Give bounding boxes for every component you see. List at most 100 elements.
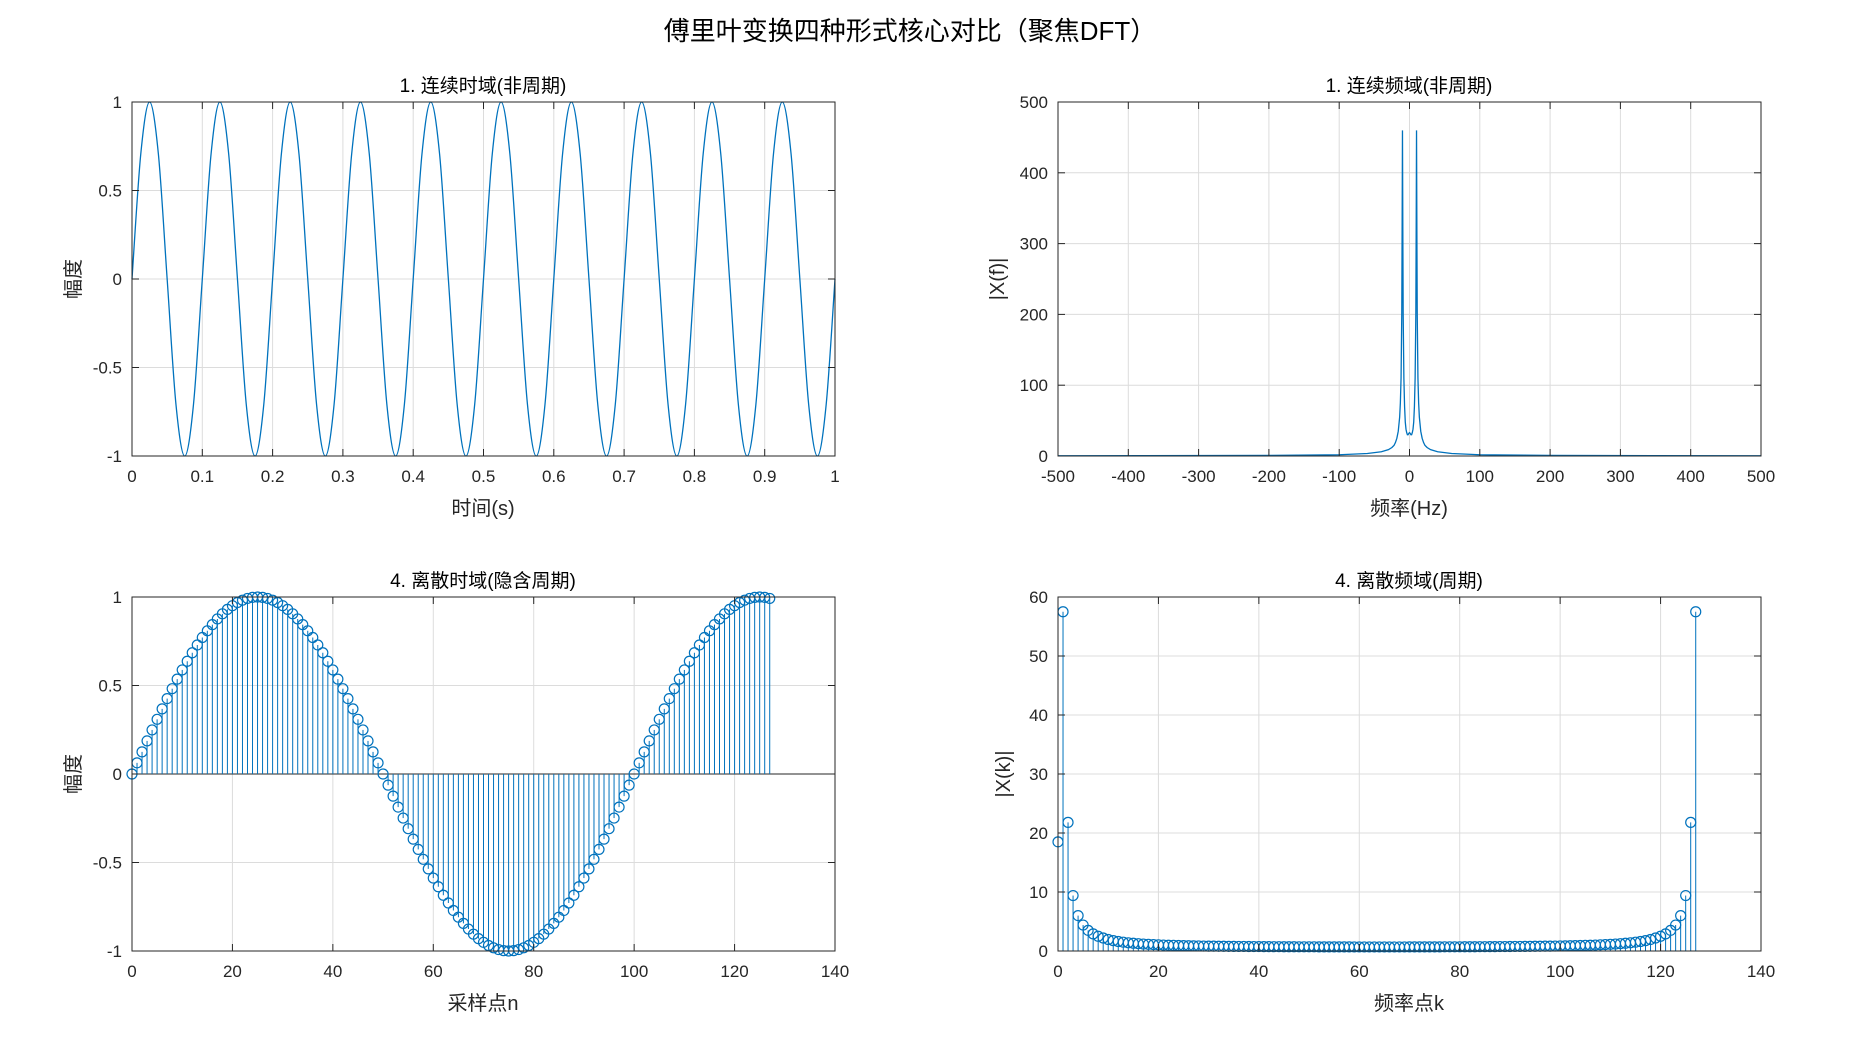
stem-marker (417, 853, 429, 865)
x-tick-label: 1 (830, 467, 839, 486)
stem-marker (151, 713, 163, 725)
series (131, 101, 836, 457)
stem-marker (357, 724, 369, 736)
stem-marker (608, 812, 620, 824)
stem-marker (628, 768, 640, 780)
y-axis-label: |X(k)| (993, 750, 1015, 797)
x-tick-label: 100 (1466, 467, 1494, 486)
stem-marker (437, 889, 449, 901)
y-tick-label: -0.5 (93, 854, 122, 873)
y-tick-label: 0 (113, 270, 122, 289)
stem-marker (141, 735, 153, 747)
x-tick-label: -500 (1041, 467, 1075, 486)
stem-marker (653, 713, 665, 725)
y-tick-label: 0 (1039, 447, 1048, 466)
stem-marker (412, 843, 424, 856)
axes-title: 4. 离散时域(隐含周期) (390, 570, 576, 592)
y-tick-label: 500 (1020, 93, 1048, 112)
x-tick-label: 140 (1747, 962, 1775, 981)
stem-marker (322, 655, 334, 667)
stem-marker (181, 655, 193, 667)
stem-marker (1675, 909, 1687, 922)
figure-title: 傅里叶变换四种形式核心对比（聚焦DFT） (664, 16, 1157, 46)
series (1052, 606, 1702, 953)
stem-marker (573, 881, 585, 893)
y-tick-label: 10 (1029, 883, 1048, 902)
x-tick-label: 60 (1350, 962, 1369, 981)
x-tick-label: 0 (1053, 962, 1062, 981)
stem-marker (392, 801, 404, 813)
series-line (131, 101, 836, 457)
stem-marker (518, 942, 530, 954)
stem-marker (377, 768, 389, 780)
x-tick-label: 120 (720, 962, 748, 981)
x-tick-label: -400 (1111, 467, 1145, 486)
x-tick-label: 40 (323, 962, 342, 981)
stem-marker (372, 757, 384, 769)
y-tick-label: 1 (113, 93, 122, 112)
stem-marker (352, 713, 364, 725)
y-tick-label: 0.5 (98, 677, 122, 696)
stem-marker (513, 943, 525, 956)
y-tick-label: 0 (1039, 942, 1048, 961)
stem-marker (613, 801, 625, 813)
axes-title: 1. 连续时域(非周期) (400, 75, 567, 97)
x-tick-label: 80 (524, 962, 543, 981)
axes-continuous-time: 0 0.1 0.2 0.3 0.4 0.5 0.6 0.7 0.8 0.9 1 -1 -0.5 0 0.5 1… (62, 75, 840, 520)
stem-marker (362, 735, 374, 747)
y-tick-label: 1 (113, 588, 122, 607)
stem-marker (568, 889, 580, 901)
x-axis-label: 采样点n (447, 992, 518, 1015)
y-tick-label: 100 (1020, 376, 1048, 395)
x-tick-label: -200 (1252, 467, 1286, 486)
stem-marker (643, 735, 655, 747)
axes-continuous-frequency: -500 -400 -300 -200 -100 0 100 200 300 400 500 0 100… (987, 75, 1775, 520)
x-tick-label: 300 (1606, 467, 1634, 486)
x-tick-label: 0.7 (612, 467, 636, 486)
x-tick-label: -100 (1322, 467, 1356, 486)
stem-marker (648, 724, 660, 736)
stem-marker (588, 853, 600, 865)
x-axis-label: 频率点k (1374, 992, 1445, 1015)
stem-marker (1639, 935, 1652, 947)
stem-marker (668, 683, 680, 695)
stem-marker (1690, 606, 1702, 618)
stem-marker (387, 790, 399, 802)
stem-marker (1685, 816, 1697, 828)
x-tick-label: -300 (1182, 467, 1216, 486)
stem-marker (1092, 930, 1104, 942)
series (1057, 130, 1762, 457)
y-tick-label: 200 (1020, 305, 1048, 324)
stem-marker (161, 692, 173, 705)
y-tick-label: 300 (1020, 235, 1048, 254)
x-tick-label: 20 (223, 962, 242, 981)
stem-marker (327, 664, 339, 676)
x-tick-label: 0.2 (261, 467, 285, 486)
x-tick-label: 200 (1536, 467, 1564, 486)
stem-marker (367, 746, 379, 758)
stem-marker (673, 673, 685, 685)
x-tick-label: 100 (620, 962, 648, 981)
stem-marker (578, 872, 590, 884)
stem-marker (432, 881, 444, 893)
x-tick-label: 0.5 (472, 467, 496, 486)
stem-marker (402, 823, 414, 835)
axes-title: 4. 离散频域(周期) (1335, 570, 1483, 592)
stem-marker (186, 647, 198, 659)
stem-marker (312, 639, 324, 651)
x-tick-label: 100 (1546, 962, 1574, 981)
stem-marker (658, 703, 670, 715)
y-tick-label: 30 (1029, 765, 1048, 784)
stem-marker (156, 703, 168, 715)
x-tick-label: 0.1 (190, 467, 214, 486)
x-tick-label: 0.9 (753, 467, 777, 486)
stem-marker (623, 779, 635, 791)
stem-marker (603, 823, 615, 835)
stem-marker (1087, 928, 1099, 940)
stem-marker (176, 664, 188, 676)
y-tick-label: -1 (107, 447, 122, 466)
stem-marker (633, 757, 645, 769)
stem-marker (1072, 909, 1084, 922)
x-tick-label: 80 (1450, 962, 1469, 981)
